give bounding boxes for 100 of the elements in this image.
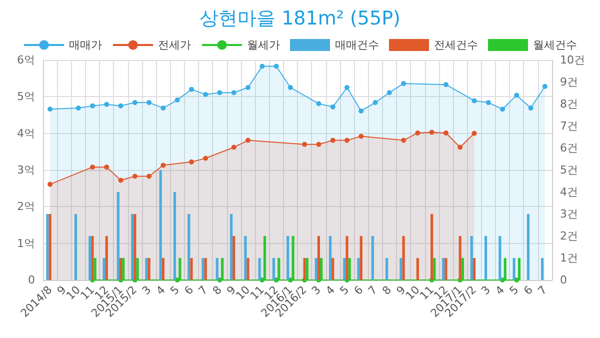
bar [346,236,348,280]
point [48,182,53,187]
y2-tick-label: 3건 [560,208,578,220]
bar [145,258,148,280]
point [472,98,477,104]
point [358,134,364,139]
bar [416,258,419,280]
bar [119,258,122,280]
point [486,100,491,106]
bar [105,236,108,280]
bar [46,214,49,280]
x-tick-label: 5 [337,283,352,298]
bar [332,258,334,280]
bar [102,258,106,280]
x-tick-label: 5 [507,283,522,298]
bar [74,214,78,280]
x-tick-label: 4 [154,283,168,298]
bar [148,258,150,280]
y2-tick-label: 2건 [560,230,578,242]
y-tick-label: 5억 [17,90,35,104]
bar [244,236,247,280]
bar [286,236,290,280]
x-tick-label: 7 [196,283,210,298]
bar [159,170,162,280]
y-tick-label: 3억 [17,164,35,176]
y-tick-label: 0 [28,274,35,286]
bar [162,258,164,280]
x-tick-label: 3 [139,283,154,298]
legend-label: 월세가 [247,38,280,52]
x-tick-label: 6 [182,283,196,298]
point [316,101,322,106]
bar [442,258,445,280]
y2-tick-label: 0 [560,274,567,286]
point [401,80,406,86]
bar [526,214,530,280]
point [401,138,406,143]
bar [541,258,544,280]
bar [400,258,402,280]
point [330,138,336,143]
point [358,108,364,114]
point [372,100,378,106]
y2-tick-label: 8건 [560,98,578,110]
bar [131,214,134,280]
point [274,64,279,69]
legend-label: 전세가 [158,38,191,52]
x-tick-label: 6 [352,283,366,298]
bar [190,258,193,280]
x-tick-label: 7 [535,283,550,298]
bar [216,258,218,280]
y2-tick-label: 10건 [560,54,585,66]
point [246,138,251,143]
point [415,130,420,136]
bar [314,258,318,280]
x-tick-label: 5 [168,283,182,298]
x-tick-label: 3 [309,283,324,298]
bar [188,214,190,280]
y-tick-label: 6억 [17,54,35,66]
bar [371,236,374,280]
point [160,162,166,168]
point [246,85,251,90]
bar [518,258,521,280]
bar [88,236,92,280]
point [90,103,95,108]
point [443,130,448,136]
x-tick-label: 7 [366,283,380,298]
bar [430,214,434,280]
legend-label: 매매건수 [335,38,379,52]
bar [402,236,405,280]
bar [48,214,52,280]
y2-tick-label: 1건 [560,252,578,264]
chart-title: 상현마을 181m² (55P) [200,8,400,30]
legend-label: 전세건수 [434,38,478,52]
point [90,164,95,170]
point [429,130,434,135]
bar [232,236,236,280]
point [472,130,477,136]
bar [317,236,320,280]
point [344,138,350,143]
point [500,106,506,112]
point [217,90,222,96]
bar [116,192,120,280]
point [118,103,124,108]
bar [360,236,362,280]
bar [458,236,462,280]
legend-label: 월세건수 [533,38,577,52]
bar [386,258,388,280]
point [146,174,152,179]
y2-tick-label: 9건 [560,76,578,88]
point [231,144,236,150]
point [231,90,236,96]
bar [272,258,275,280]
bar [246,258,250,280]
y2-tick-label: 4건 [560,186,578,198]
point [302,142,308,147]
point [48,106,53,112]
x-tick-label: 4 [492,283,508,298]
bar [202,258,204,280]
x-tick-label: 4 [323,283,338,298]
point [528,106,534,111]
bar [303,258,306,280]
